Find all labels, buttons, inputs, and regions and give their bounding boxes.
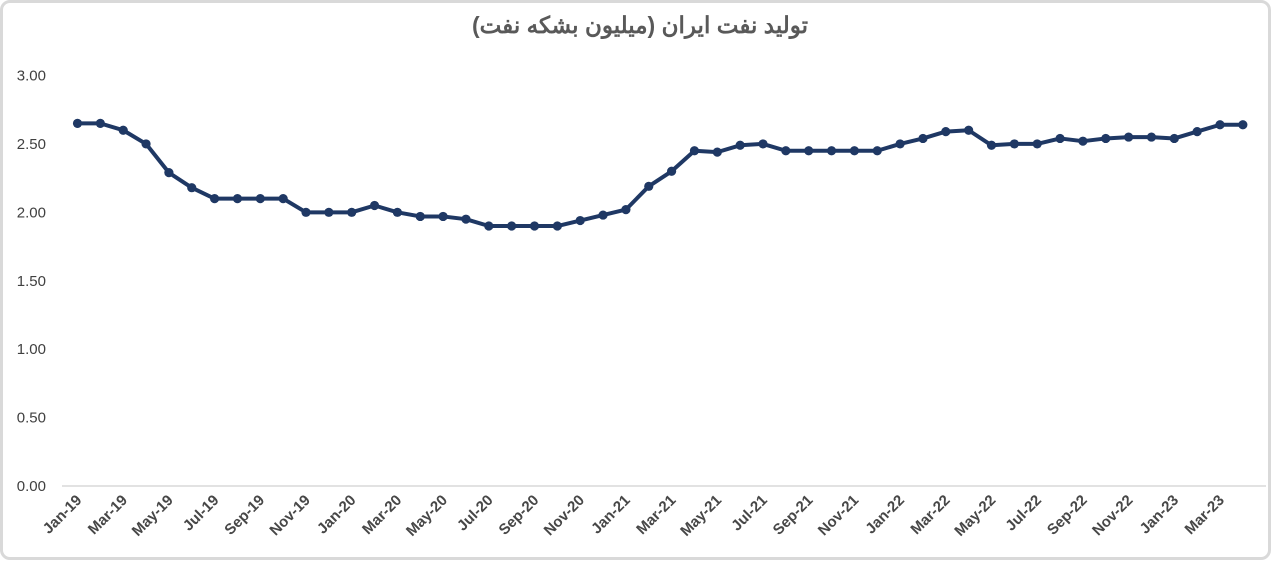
x-tick-label: Jul-19: [180, 492, 223, 535]
x-tick-label: Jan-21: [588, 492, 634, 538]
data-point: [415, 211, 425, 222]
x-tick-label: Nov-21: [815, 492, 862, 539]
data-point: [392, 207, 402, 217]
data-point: [438, 211, 448, 222]
data-point: [781, 146, 791, 156]
data-point: [804, 146, 814, 156]
x-tick-label: Nov-22: [1089, 492, 1136, 539]
data-point: [1055, 133, 1065, 144]
data-point: [118, 125, 128, 135]
x-tick-label: Jul-20: [454, 492, 497, 535]
data-point: [689, 146, 700, 156]
y-tick-label: 2.50: [17, 136, 46, 153]
x-tick-label: Mar-20: [359, 492, 405, 538]
data-point: [1078, 136, 1088, 146]
y-tick-label: 2.00: [17, 204, 46, 221]
data-point: [964, 125, 974, 135]
data-point: [1032, 139, 1042, 149]
data-point: [644, 181, 654, 191]
x-tick-label: May-20: [403, 492, 451, 540]
x-tick-label: Mar-19: [85, 492, 131, 538]
data-point: [1146, 132, 1157, 142]
y-tick-label: 0.00: [17, 478, 46, 495]
data-point: [369, 200, 380, 211]
series-line: [75, 121, 1245, 229]
x-tick-label: Jan-19: [40, 492, 86, 538]
data-point: [918, 133, 928, 144]
data-point: [712, 147, 722, 157]
data-point: [849, 146, 860, 156]
data-point: [1101, 133, 1111, 144]
data-point: [301, 207, 311, 217]
x-tick-label: Mar-22: [907, 492, 953, 538]
data-point: [484, 221, 494, 231]
x-tick-label: May-22: [951, 492, 999, 540]
y-tick-label: 0.50: [17, 410, 46, 427]
data-point: [324, 207, 334, 217]
x-tick-label: Sep-21: [770, 492, 817, 539]
data-point: [255, 194, 265, 204]
data-point: [1192, 127, 1202, 137]
data-point: [1009, 139, 1019, 149]
x-tick-label: Sep-19: [221, 492, 268, 539]
x-tick-label: Jul-21: [728, 492, 771, 535]
data-point: [347, 207, 357, 217]
x-tick-label: May-19: [129, 492, 177, 540]
data-point: [210, 194, 220, 204]
data-point: [187, 183, 197, 193]
data-point: [1124, 132, 1134, 142]
y-tick-label: 1.00: [17, 341, 46, 358]
data-point: [1169, 133, 1179, 144]
data-point: [552, 221, 562, 231]
y-tick-label: 1.50: [17, 273, 46, 290]
data-point: [164, 168, 174, 178]
x-tick-label: Jan-20: [314, 492, 360, 538]
x-tick-label: Nov-19: [266, 492, 313, 539]
data-point: [529, 221, 540, 231]
data-point: [95, 118, 105, 128]
x-tick-label: Mar-21: [633, 492, 679, 538]
data-point: [232, 194, 243, 204]
data-point: [758, 139, 768, 149]
data-point: [507, 221, 517, 231]
x-tick-label: Mar-23: [1182, 492, 1228, 538]
x-tick-label: Sep-20: [496, 492, 543, 539]
data-point: [1215, 120, 1225, 130]
data-point: [895, 139, 905, 149]
data-point: [1238, 120, 1248, 130]
data-point: [278, 194, 288, 204]
chart-title: تولید نفت ایران (میلیون بشکه نفت): [471, 12, 809, 38]
x-tick-label: Nov-20: [541, 492, 588, 539]
data-point: [941, 127, 951, 137]
data-point: [461, 214, 471, 224]
data-point: [575, 215, 585, 226]
x-tick-label: Jul-22: [1002, 492, 1045, 535]
x-tick-label: Jan-23: [1136, 492, 1182, 538]
data-point: [872, 146, 882, 156]
data-point: [141, 139, 151, 149]
data-point: [667, 166, 677, 176]
data-point: [735, 140, 745, 150]
data-point: [621, 204, 631, 215]
x-tick-label: May-21: [677, 492, 725, 540]
data-point: [598, 210, 608, 220]
x-tick-label: Jan-22: [862, 492, 908, 538]
x-tick-label: Sep-22: [1044, 492, 1091, 539]
y-tick-label: 3.00: [17, 68, 46, 85]
chart-card-border: [0, 0, 1271, 560]
data-point: [986, 140, 997, 150]
data-point: [72, 118, 83, 128]
data-point: [826, 146, 837, 156]
